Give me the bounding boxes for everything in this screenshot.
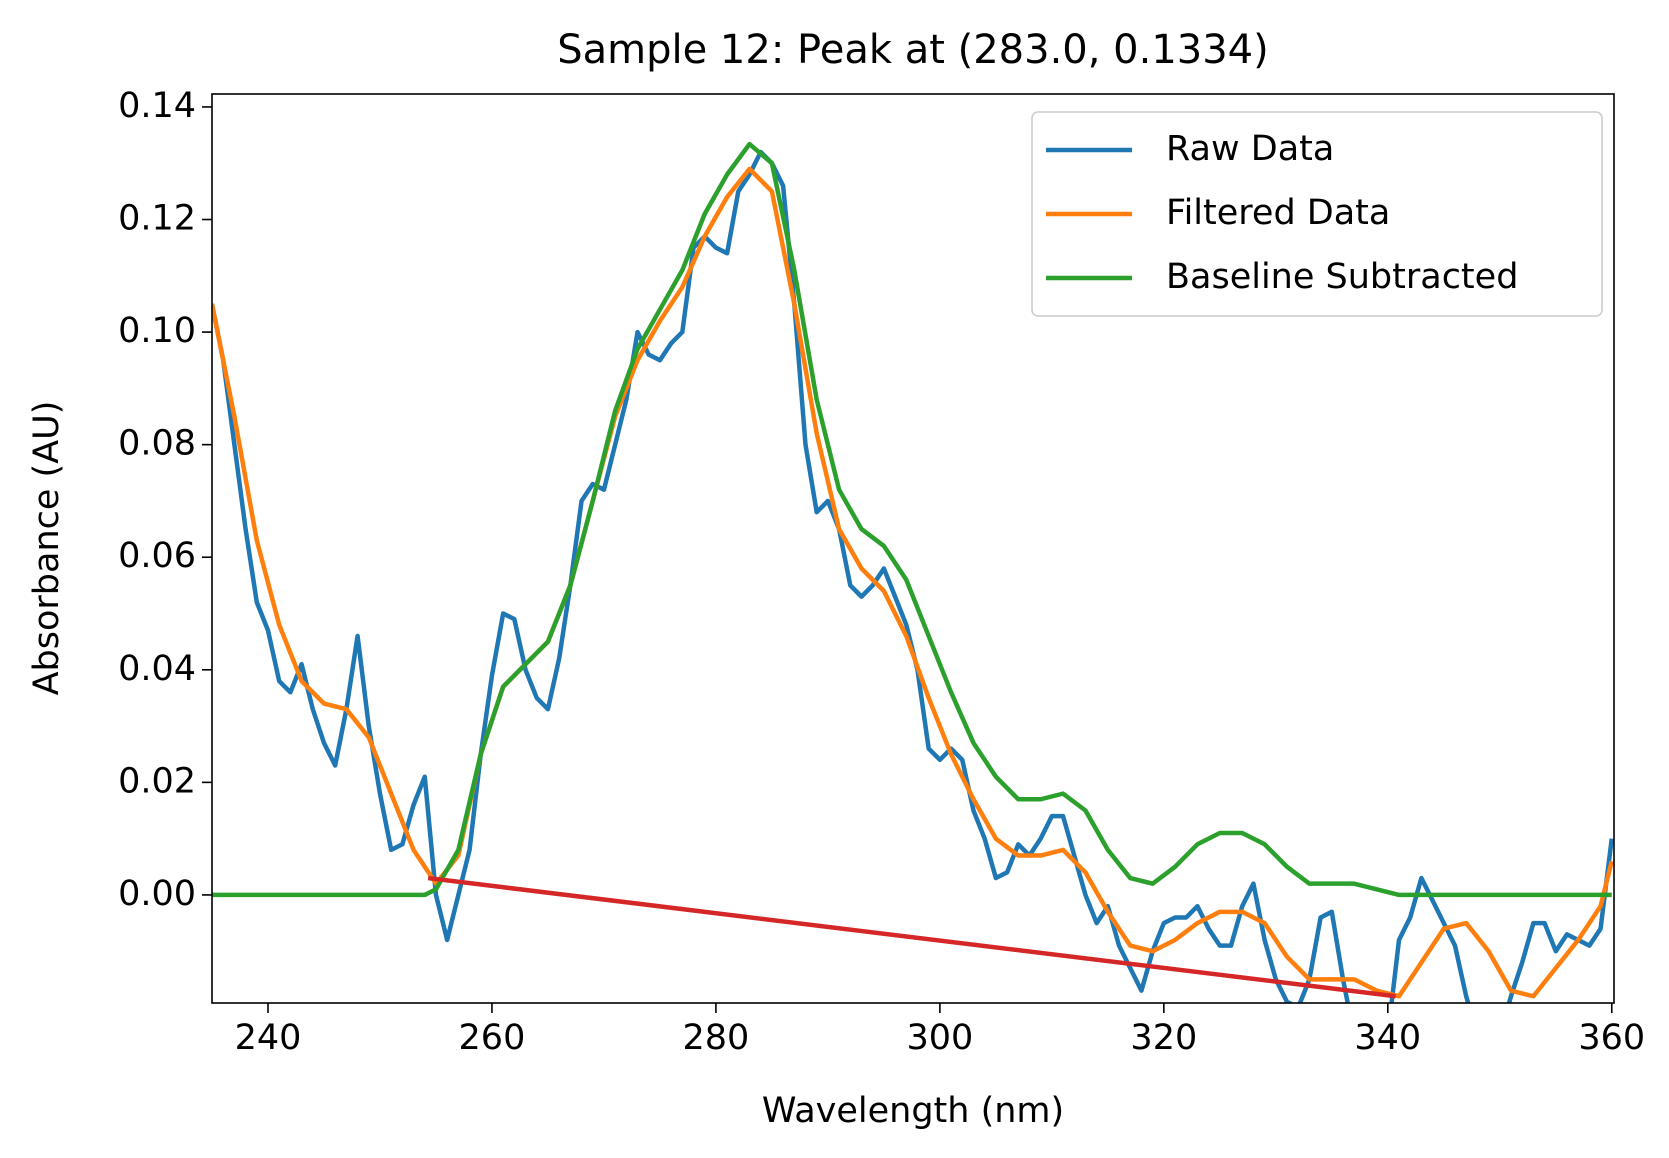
x-tick-label: 340: [1354, 1018, 1421, 1058]
legend-label: Raw Data: [1166, 129, 1334, 169]
legend-label: Baseline Subtracted: [1166, 257, 1518, 297]
legend-box: [1031, 111, 1603, 317]
baseline-line: [427, 875, 1396, 999]
plot-frame: [211, 93, 1615, 1004]
x-tick-label: 260: [459, 1018, 526, 1058]
y-tick-label: 0.02: [118, 761, 196, 801]
y-tick-label: 0.04: [118, 649, 196, 689]
axes: 240 260 280 300 320 340 360 0.00 0.02 0.04 0.06 0.0…: [118, 86, 1645, 1058]
y-tick-label: 0.06: [118, 536, 196, 576]
y-axis-label: Absorbance (AU): [27, 401, 67, 696]
y-tick-label: 0.14: [118, 86, 196, 126]
x-tick-label: 280: [683, 1018, 750, 1058]
x-tick-label: 320: [1130, 1018, 1197, 1058]
chart-title: Sample 12: Peak at (283.0, 0.1334): [557, 27, 1269, 73]
x-tick-label: 240: [235, 1018, 302, 1058]
x-axis-label: Wavelength (nm): [762, 1091, 1064, 1131]
y-tick-label: 0.00: [118, 874, 196, 914]
y-tick-label: 0.10: [118, 311, 196, 351]
x-tick-label: 360: [1578, 1018, 1645, 1058]
x-tick-label: 300: [906, 1018, 973, 1058]
legend: Raw Data Filtered Data Baseline Subtracted: [1031, 111, 1603, 317]
plot-area: [212, 141, 1614, 1003]
series-line: [212, 141, 1612, 898]
y-tick-label: 0.12: [118, 199, 196, 239]
y-tick-label: 0.08: [118, 424, 196, 464]
legend-label: Filtered Data: [1166, 193, 1390, 233]
